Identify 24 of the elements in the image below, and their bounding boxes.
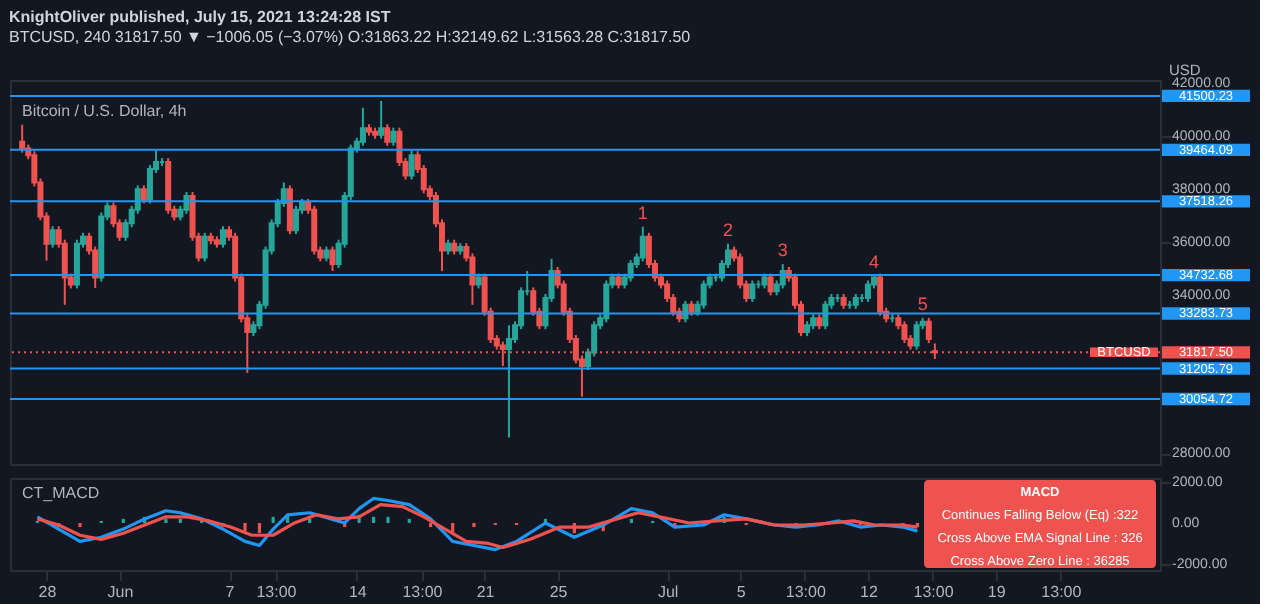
chart-title: CT_MACD bbox=[22, 484, 100, 502]
x-tick-label: 7 bbox=[225, 583, 236, 601]
annotation: Bitcoin / U.S. Dollar, 4h bbox=[22, 102, 187, 120]
annotation: 3 bbox=[777, 240, 788, 261]
annotation: 2 bbox=[722, 219, 734, 240]
x-tick-label: 13:00 bbox=[785, 583, 827, 601]
x-tick-label: 13:00 bbox=[402, 583, 444, 601]
x-tick-label: Jul bbox=[657, 583, 679, 601]
x-tick-label: 12 bbox=[860, 583, 879, 601]
annotation: 4 bbox=[869, 252, 880, 273]
x-tick-label: 25 bbox=[549, 583, 569, 601]
annotation: 1 bbox=[637, 202, 648, 223]
x-tick-label: 14 bbox=[348, 583, 368, 601]
x-tick-label: 5 bbox=[736, 583, 747, 601]
chart-subtitle: BTCUSD, 240 31817.50 ▼ −1006.05 (−3.07%) O:31863.22 H:32149.62 L:31563.28 C:31817.50 bbox=[9, 28, 692, 46]
x-tick-label: 13:00 bbox=[1041, 583, 1083, 601]
x-tick-label: 19 bbox=[987, 583, 1007, 601]
x-tick-label: 21 bbox=[476, 583, 496, 601]
x-tick-label: 13:00 bbox=[913, 583, 955, 601]
chart-title: KnightOliver published, July 15, 2021 13:24:28 IST bbox=[9, 8, 391, 26]
x-tick-label: 28 bbox=[38, 583, 58, 601]
x-tick-label: 13:00 bbox=[256, 583, 298, 601]
x-tick-label: Jun bbox=[107, 583, 134, 601]
annotation: 5 bbox=[917, 293, 928, 314]
